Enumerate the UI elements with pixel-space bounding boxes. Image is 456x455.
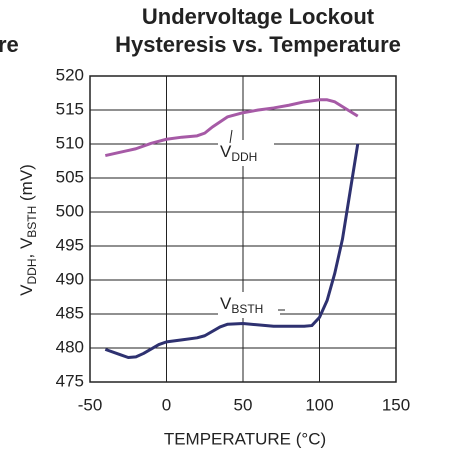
y-label-sub: BSTH xyxy=(25,206,39,238)
plot-frame xyxy=(89,75,397,383)
x-tick-label: -50 xyxy=(78,395,103,414)
y-label-sub: DDH xyxy=(25,259,39,285)
y-axis-label: VDDH, VBSTH (mV) xyxy=(17,164,39,296)
series-line xyxy=(104,143,360,360)
y-tick-label: 500 xyxy=(56,201,84,220)
chart-title: Undervoltage Lockout xyxy=(142,4,375,29)
y-tick-label: 490 xyxy=(56,269,84,288)
x-tick-label: 50 xyxy=(234,395,253,414)
y-label-part: V xyxy=(17,284,36,296)
x-tick-label: 150 xyxy=(382,395,410,414)
y-tick-label: 505 xyxy=(56,167,84,186)
label-leader xyxy=(229,129,233,144)
x-tick-label: 0 xyxy=(162,395,171,414)
y-tick-label: 485 xyxy=(56,303,84,322)
series-line xyxy=(104,98,359,158)
chart-title: Hysteresis vs. Temperature xyxy=(115,32,401,57)
x-axis-label: TEMPERATURE (°C) xyxy=(164,429,326,448)
series-label-sub: BSTH xyxy=(231,302,263,316)
y-label-part: (mV) xyxy=(17,164,36,206)
y-tick-label: 495 xyxy=(56,235,84,254)
series-label: VBSTH xyxy=(220,294,263,316)
series-label-sub: DDH xyxy=(231,150,257,164)
x-tick-label: 100 xyxy=(305,395,333,414)
title-fragment: re xyxy=(0,32,19,57)
y-tick-label: 515 xyxy=(56,99,84,118)
y-tick-label: 520 xyxy=(56,65,84,84)
y-label-part: , V xyxy=(17,237,36,258)
series-label-part: V xyxy=(220,142,232,161)
label-background xyxy=(218,292,280,318)
y-tick-label: 510 xyxy=(56,133,84,152)
series-label: VDDH xyxy=(220,142,257,164)
y-tick-label: 475 xyxy=(56,371,84,390)
label-background xyxy=(218,140,274,166)
y-tick-label: 480 xyxy=(56,337,84,356)
series-label-part: V xyxy=(220,294,232,313)
